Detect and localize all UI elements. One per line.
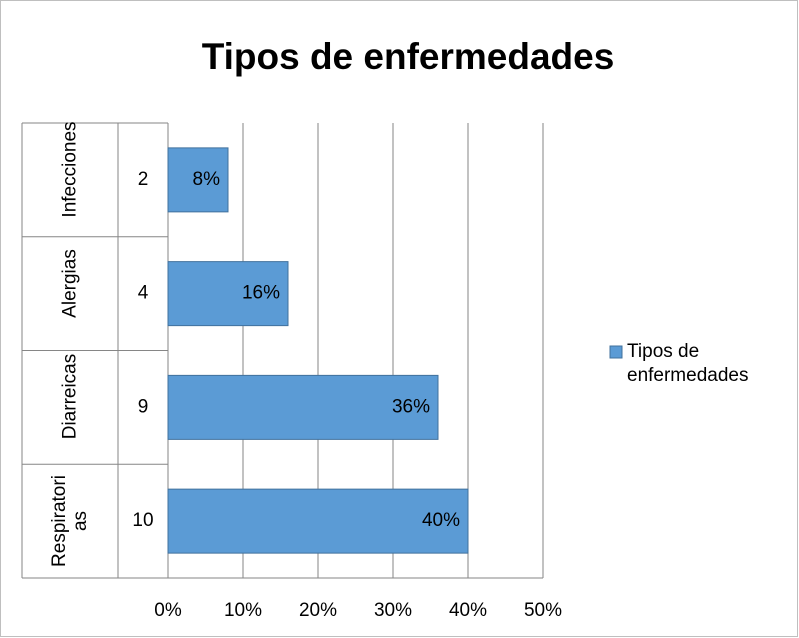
data-label: 40% <box>422 510 460 531</box>
group-label: Respiratorias <box>49 475 91 568</box>
x-tick-label: 30% <box>374 600 412 621</box>
group-label: Alergias <box>59 248 81 318</box>
category-label: 4 <box>138 283 149 304</box>
data-label: 36% <box>392 396 430 417</box>
bar <box>167 488 469 554</box>
x-tick-label: 20% <box>299 600 337 621</box>
x-tick-label: 0% <box>154 600 182 621</box>
group-label: Infecciones <box>59 121 81 218</box>
x-tick-label: 50% <box>524 600 562 621</box>
group-label: Diarreicas <box>59 354 81 440</box>
x-tick-label: 10% <box>224 600 262 621</box>
data-label: 16% <box>242 283 280 304</box>
legend-label: Tipos de enfermedades <box>627 341 749 386</box>
bar <box>167 261 289 327</box>
category-label: 2 <box>138 169 149 190</box>
category-label: 10 <box>132 510 153 531</box>
data-label: 8% <box>193 169 221 190</box>
chart-title: Tipos de enfermedades <box>201 36 615 77</box>
category-label: 9 <box>138 396 149 417</box>
bar <box>167 147 229 213</box>
bar <box>167 374 439 440</box>
legend-swatch <box>609 345 623 359</box>
x-tick-label: 40% <box>449 600 487 621</box>
